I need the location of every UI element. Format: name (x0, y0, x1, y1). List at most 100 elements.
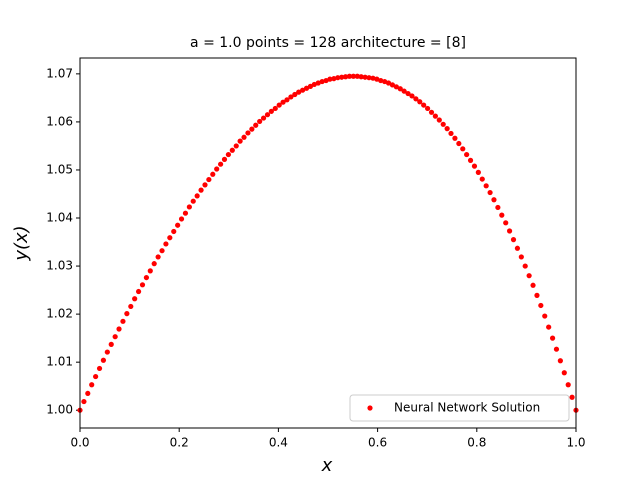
point (499, 212, 505, 218)
point (436, 117, 442, 123)
point (245, 130, 251, 136)
point (452, 135, 458, 141)
point (276, 102, 282, 108)
point (378, 77, 384, 84)
chart-title: a = 1.0 points = 128 architecture = [8] (190, 35, 466, 51)
point (167, 235, 173, 241)
point (385, 80, 392, 86)
x-tick-label: 0.0 (70, 436, 89, 450)
point (307, 83, 314, 89)
point (124, 311, 130, 317)
point (155, 254, 161, 260)
point (448, 130, 454, 137)
point (538, 302, 544, 309)
point (354, 73, 360, 79)
point (346, 73, 353, 79)
point (456, 140, 462, 147)
point (526, 273, 532, 279)
x-tick-label: 0.6 (368, 436, 387, 450)
point (218, 161, 224, 167)
point (401, 88, 407, 94)
point (366, 75, 372, 81)
point (194, 193, 200, 199)
point (272, 105, 278, 112)
point (100, 357, 107, 363)
point (311, 81, 317, 88)
point (108, 341, 114, 347)
point (198, 187, 204, 193)
point (81, 398, 87, 405)
x-tick-label: 0.4 (269, 436, 288, 450)
point (96, 365, 103, 372)
point (362, 74, 368, 80)
point (534, 292, 540, 298)
point (561, 370, 567, 376)
point (409, 93, 415, 99)
point (413, 96, 419, 102)
point (143, 274, 150, 281)
point (546, 324, 552, 330)
point (202, 182, 208, 188)
point (483, 183, 489, 189)
point (159, 248, 165, 254)
point (303, 85, 310, 91)
point (514, 245, 521, 251)
point (139, 282, 146, 288)
point (479, 176, 485, 182)
point (237, 138, 243, 144)
point (135, 288, 142, 295)
point (432, 113, 438, 119)
point (530, 282, 536, 288)
point (510, 237, 517, 243)
point (471, 163, 478, 169)
y-tick-label: 1.06 (46, 114, 73, 128)
legend-box (349, 394, 570, 422)
point (210, 171, 216, 177)
y-tick-label: 1.01 (46, 355, 73, 369)
point (518, 254, 524, 260)
point (491, 197, 497, 203)
point (358, 74, 364, 80)
point (553, 346, 560, 352)
point (104, 349, 110, 355)
point (296, 89, 302, 95)
point (300, 87, 306, 93)
point (440, 121, 446, 127)
y-tick-label: 1.03 (46, 259, 73, 273)
y-tick-label: 1.02 (46, 307, 73, 321)
point (549, 335, 556, 341)
point (335, 75, 341, 81)
point (233, 143, 239, 149)
point (225, 151, 232, 158)
point (147, 268, 153, 274)
point (268, 108, 274, 114)
point (190, 198, 196, 204)
point (171, 228, 177, 235)
point (253, 122, 259, 128)
point (280, 99, 286, 105)
point (424, 105, 431, 112)
point (342, 74, 349, 80)
point (163, 241, 169, 247)
x-tick-label: 0.2 (170, 436, 189, 450)
point (565, 382, 571, 388)
point (85, 390, 91, 397)
point (182, 210, 189, 216)
y-tick-label: 1.07 (46, 66, 73, 80)
point (151, 261, 157, 267)
point (116, 326, 122, 332)
point (467, 157, 474, 163)
point (249, 126, 255, 132)
point (569, 394, 575, 400)
point (428, 109, 435, 115)
point (178, 216, 185, 222)
legend-label: Neural Network Solution (394, 401, 540, 415)
x-tick-label: 1.0 (566, 436, 585, 450)
point (522, 263, 528, 269)
point (350, 73, 356, 79)
point (374, 76, 380, 82)
point (464, 151, 470, 158)
point (284, 97, 290, 103)
point (288, 94, 294, 100)
point (89, 382, 95, 388)
